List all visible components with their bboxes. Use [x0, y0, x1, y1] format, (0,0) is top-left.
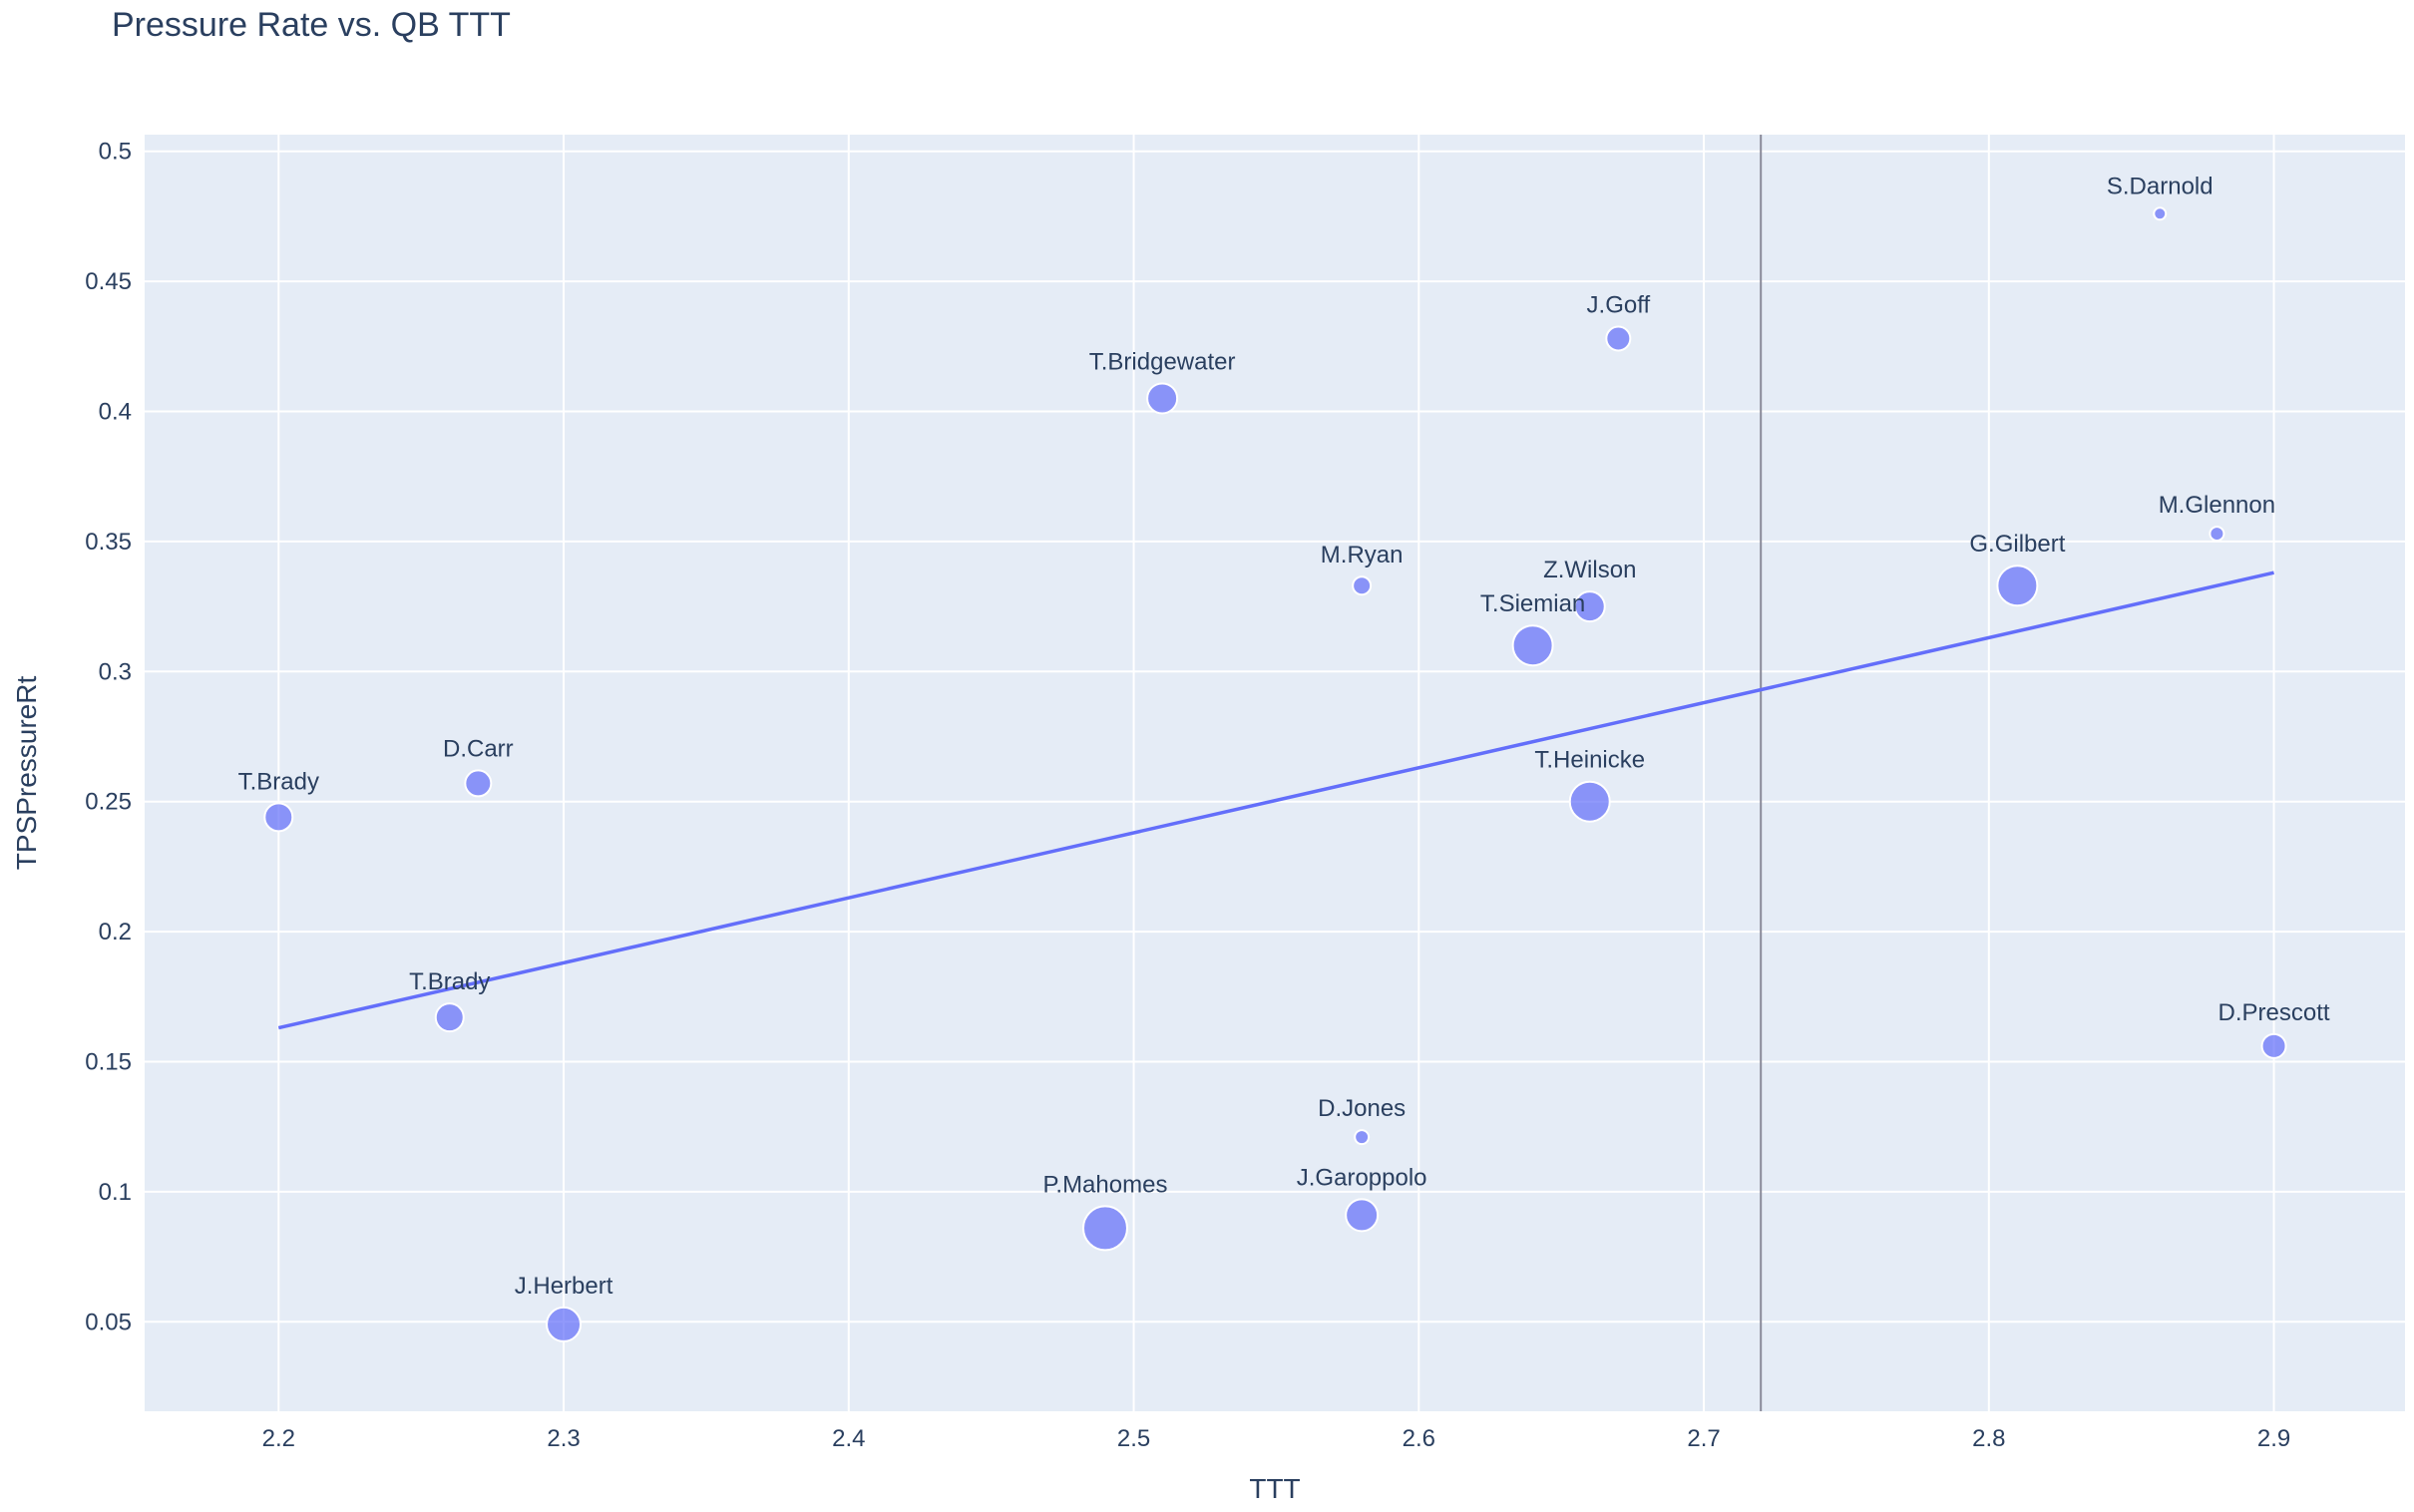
x-tick-label: 2.2: [262, 1425, 295, 1452]
data-point: [1996, 565, 2039, 607]
x-axis-title: TTT: [1249, 1473, 1300, 1504]
point-label: T.Heinicke: [1534, 747, 1645, 774]
data-point: [1352, 575, 1373, 596]
data-point: [464, 769, 493, 798]
y-tick-label: 0.15: [85, 1048, 132, 1075]
point-label: G.Gilbert: [1969, 531, 2065, 558]
y-tick-label: 0.4: [99, 398, 132, 425]
data-point: [1345, 1198, 1380, 1233]
point-label: D.Jones: [1318, 1095, 1406, 1122]
grid: [145, 135, 2405, 1411]
y-axis-title: TPSPressureRt: [11, 676, 42, 871]
point-label: D.Prescott: [2218, 999, 2330, 1026]
x-tick-label: 2.4: [832, 1425, 865, 1452]
data-point: [434, 1002, 465, 1033]
point-label: P.Mahomes: [1042, 1171, 1167, 1198]
y-tick-label: 0.3: [99, 658, 132, 685]
point-label: J.Goff: [1587, 291, 1651, 318]
x-tick-label: 2.5: [1117, 1425, 1150, 1452]
point-labels: T.Brady D.Carr T.Brady J.Herbert T.Bridgewat…: [238, 173, 2330, 1300]
x-tick-label: 2.7: [1687, 1425, 1720, 1452]
point-label: J.Garoppolo: [1297, 1164, 1427, 1191]
x-tick-label: 2.8: [1972, 1425, 2005, 1452]
point-label: M.Ryan: [1321, 542, 1404, 568]
point-label: Z.Wilson: [1543, 557, 1636, 583]
data-point: [1568, 780, 1611, 823]
x-tick-label: 2.3: [547, 1425, 580, 1452]
data-point: [1511, 624, 1554, 667]
y-tick-label: 0.25: [85, 789, 132, 816]
point-label: T.Bridgewater: [1089, 348, 1236, 375]
point-label: T.Siemian: [1480, 590, 1585, 617]
data-point: [2260, 1032, 2287, 1059]
trendline-path: [277, 570, 2274, 1030]
point-label: M.Glennon: [2159, 492, 2275, 519]
data-points: [263, 206, 2287, 1342]
trendline: [277, 570, 2274, 1030]
data-point: [263, 802, 294, 833]
point-label: T.Brady: [238, 768, 319, 795]
data-point: [1354, 1129, 1371, 1146]
chart-title: Pressure Rate vs. QB TTT: [112, 6, 511, 44]
point-label: S.Darnold: [2107, 173, 2213, 199]
data-point: [1081, 1205, 1128, 1252]
y-tick-label: 0.2: [99, 919, 132, 945]
x-tick-label: 2.6: [1403, 1425, 1435, 1452]
x-axis-ticks: 2.2 2.3 2.4 2.5 2.6 2.7 2.8 2.9: [262, 1425, 2291, 1452]
y-tick-label: 0.1: [99, 1179, 132, 1206]
point-label: J.Herbert: [515, 1273, 613, 1300]
y-tick-label: 0.35: [85, 529, 132, 556]
y-axis-ticks: 0.05 0.1 0.15 0.2 0.25 0.3 0.35 0.4 0.45 0.5: [85, 139, 132, 1336]
y-tick-label: 0.5: [99, 139, 132, 166]
data-point: [546, 1306, 583, 1342]
data-point: [2209, 526, 2225, 543]
plot-area: [145, 135, 2405, 1411]
y-tick-label: 0.45: [85, 268, 132, 295]
x-tick-label: 2.9: [2257, 1425, 2290, 1452]
y-tick-label: 0.05: [85, 1309, 132, 1335]
data-point: [2153, 206, 2168, 221]
data-point: [1146, 382, 1179, 415]
data-point: [1605, 325, 1632, 352]
point-label: T.Brady: [409, 968, 490, 995]
point-label: D.Carr: [443, 735, 514, 762]
data-point: [1573, 590, 1606, 623]
